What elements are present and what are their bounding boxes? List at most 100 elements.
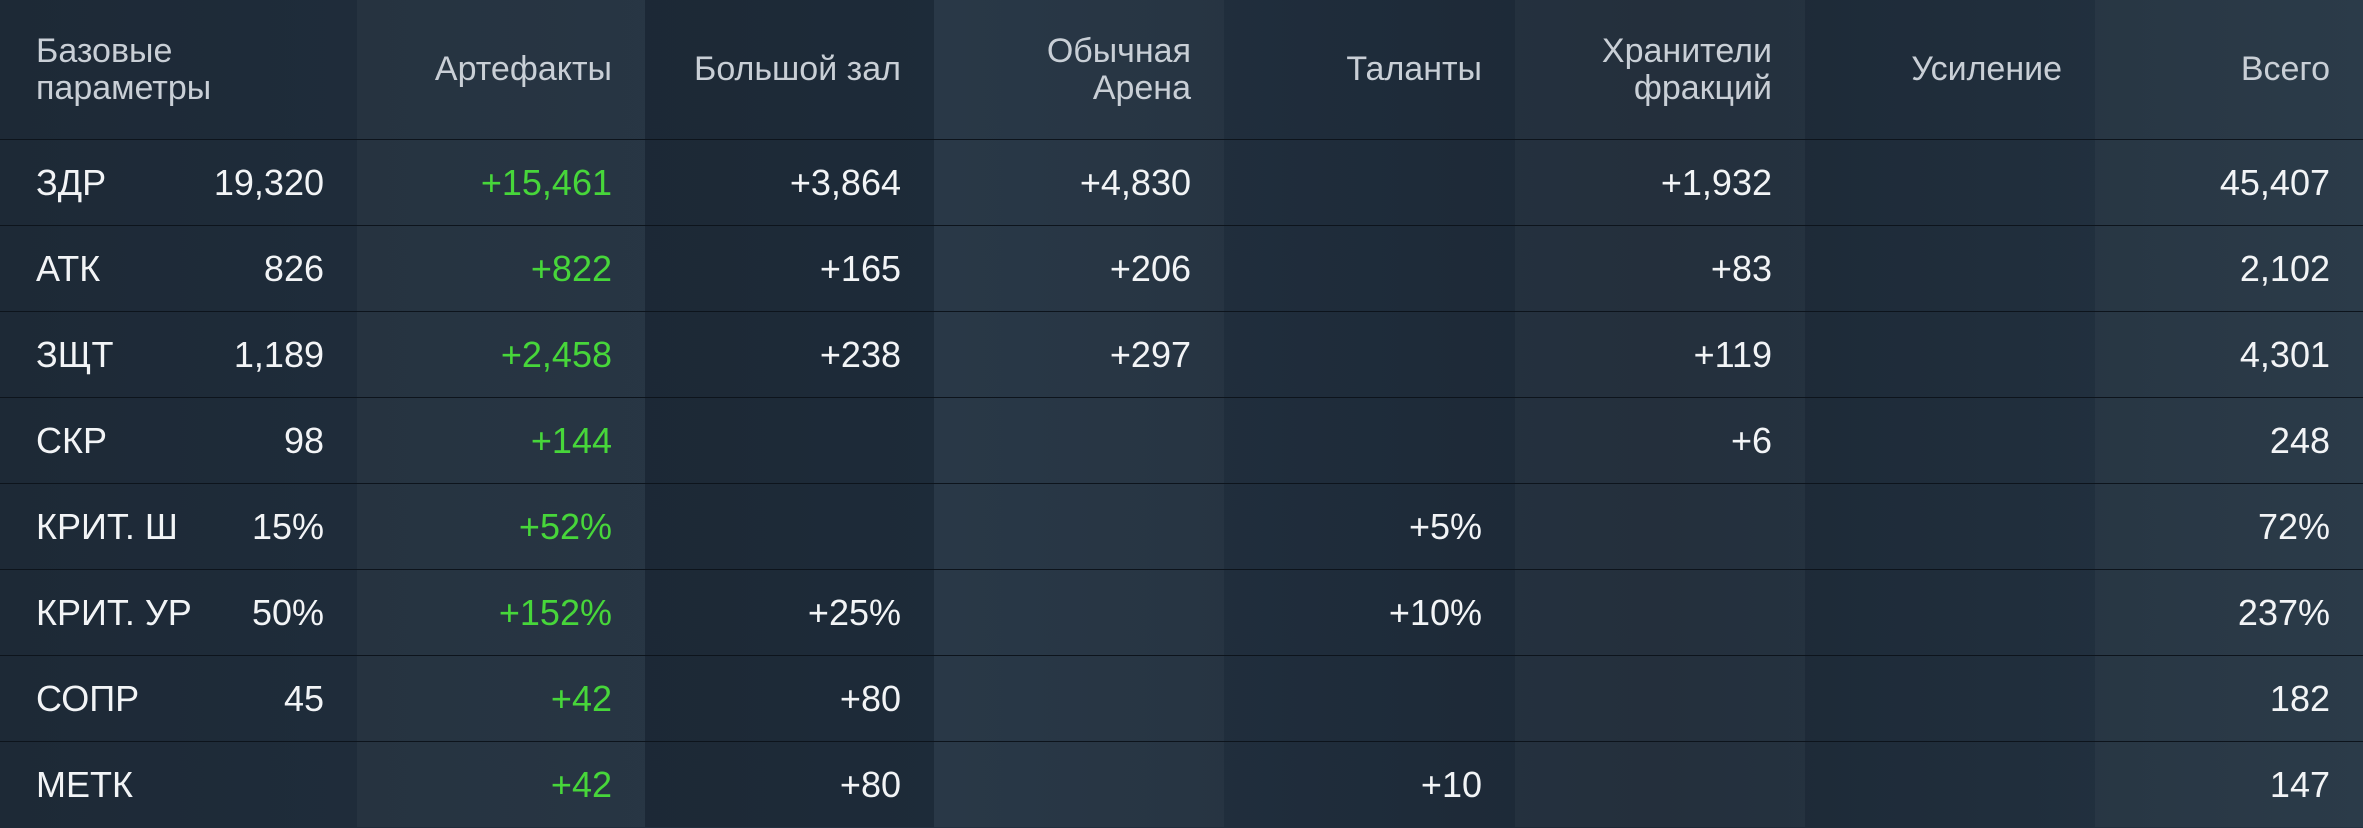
header-cell: Обычная Арена: [934, 0, 1224, 139]
value-cell: +80: [645, 656, 934, 741]
value-cell: +3,864: [645, 140, 934, 225]
value-cell: 2,102: [2095, 226, 2363, 311]
header-cell: Всего: [2095, 0, 2363, 139]
value-cell: [934, 742, 1224, 827]
value-cell: [1224, 226, 1515, 311]
value: +297: [1109, 333, 1191, 375]
value-cell: +206: [934, 226, 1224, 311]
header-text: Хранители фракций: [1601, 31, 1772, 107]
stat-cell: СКР 98: [0, 398, 357, 483]
value-cell: 147: [2095, 742, 2363, 827]
value-cell: +6: [1515, 398, 1805, 483]
value-cell: +822: [357, 226, 645, 311]
stat-base: 826: [263, 247, 324, 289]
value: 182: [2269, 677, 2330, 719]
value-cell: +15,461: [357, 140, 645, 225]
value-cell: [645, 398, 934, 483]
value-cell: [1805, 226, 2095, 311]
value: 237%: [2237, 591, 2330, 633]
stat-base: 15%: [251, 505, 324, 547]
value: +42: [550, 763, 612, 805]
stat-base: 45: [283, 677, 324, 719]
value: +2,458: [500, 333, 612, 375]
value: +25%: [807, 591, 901, 633]
stat-label: КРИТ. Ш: [36, 505, 178, 547]
value: +83: [1710, 247, 1772, 289]
value-cell: [934, 398, 1224, 483]
value-cell: [1805, 570, 2095, 655]
header-text: Таланты: [1346, 50, 1482, 88]
header-text: Усиление: [1911, 50, 2062, 88]
value: +144: [530, 419, 612, 461]
value: 45,407: [2219, 161, 2330, 203]
header-text: Базовые параметры: [36, 31, 212, 107]
value-cell: [1805, 398, 2095, 483]
value-cell: [645, 484, 934, 569]
value-cell: [1515, 656, 1805, 741]
stat-label: СОПР: [36, 677, 140, 719]
value-cell: +25%: [645, 570, 934, 655]
stat-row: СКР 98 +144 +6 248: [0, 397, 2363, 483]
header-text: Артефакты: [434, 50, 612, 88]
value: 248: [2269, 419, 2330, 461]
header-text: Всего: [2240, 50, 2330, 88]
value-cell: 4,301: [2095, 312, 2363, 397]
value-cell: [1224, 656, 1515, 741]
value-cell: +119: [1515, 312, 1805, 397]
value-cell: +10: [1224, 742, 1515, 827]
value-cell: +80: [645, 742, 934, 827]
value: 72%: [2257, 505, 2330, 547]
value: +165: [819, 247, 901, 289]
stat-label: МЕТК: [36, 763, 133, 805]
stat-label: ЗДР: [36, 161, 107, 203]
stat-row: АТК 826 +822 +165 +206 +83 2,102: [0, 225, 2363, 311]
value: +6: [1730, 419, 1772, 461]
value: +80: [839, 763, 901, 805]
value-cell: +52%: [357, 484, 645, 569]
stat-cell: АТК 826: [0, 226, 357, 311]
header-row: Базовые параметры Артефакты Большой зал Обы…: [0, 0, 2363, 139]
value-cell: +42: [357, 656, 645, 741]
header-cell: Базовые параметры: [0, 0, 357, 139]
value-cell: +2,458: [357, 312, 645, 397]
stat-cell: ЗЩТ 1,189: [0, 312, 357, 397]
header-text: Обычная Арена: [1046, 31, 1191, 107]
value: +3,864: [789, 161, 901, 203]
value-cell: 237%: [2095, 570, 2363, 655]
value: +206: [1109, 247, 1191, 289]
value-cell: [1224, 140, 1515, 225]
value: +822: [530, 247, 612, 289]
value-cell: [1515, 742, 1805, 827]
stat-row: КРИТ. УР 50% +152% +25% +10% 237%: [0, 569, 2363, 655]
value-cell: +42: [357, 742, 645, 827]
stat-row: ЗДР 19,320 +15,461 +3,864 +4,830 +1,932 45,407: [0, 139, 2363, 225]
value: 4,301: [2239, 333, 2330, 375]
value-cell: [1515, 570, 1805, 655]
value-cell: 45,407: [2095, 140, 2363, 225]
value-cell: [1224, 312, 1515, 397]
value: 147: [2269, 763, 2330, 805]
stat-row: ЗЩТ 1,189 +2,458 +238 +297 +119 4,301: [0, 311, 2363, 397]
value: +10: [1420, 763, 1482, 805]
value-cell: +238: [645, 312, 934, 397]
value: 2,102: [2239, 247, 2330, 289]
header-cell: Хранители фракций: [1515, 0, 1805, 139]
stat-row: СОПР 45 +42 +80 182: [0, 655, 2363, 741]
value-cell: [934, 484, 1224, 569]
stat-label: СКР: [36, 419, 107, 461]
value: +5%: [1408, 505, 1482, 547]
stat-label: КРИТ. УР: [36, 591, 192, 633]
stat-cell: СОПР 45: [0, 656, 357, 741]
header-cell: Большой зал: [645, 0, 934, 139]
value-cell: [1805, 742, 2095, 827]
value-cell: [1224, 398, 1515, 483]
value-cell: +1,932: [1515, 140, 1805, 225]
value-cell: +83: [1515, 226, 1805, 311]
value-cell: 72%: [2095, 484, 2363, 569]
value-cell: 248: [2095, 398, 2363, 483]
stat-row: МЕТК +42 +80 +10 147: [0, 741, 2363, 827]
value-cell: +152%: [357, 570, 645, 655]
value-cell: +5%: [1224, 484, 1515, 569]
value-cell: +10%: [1224, 570, 1515, 655]
